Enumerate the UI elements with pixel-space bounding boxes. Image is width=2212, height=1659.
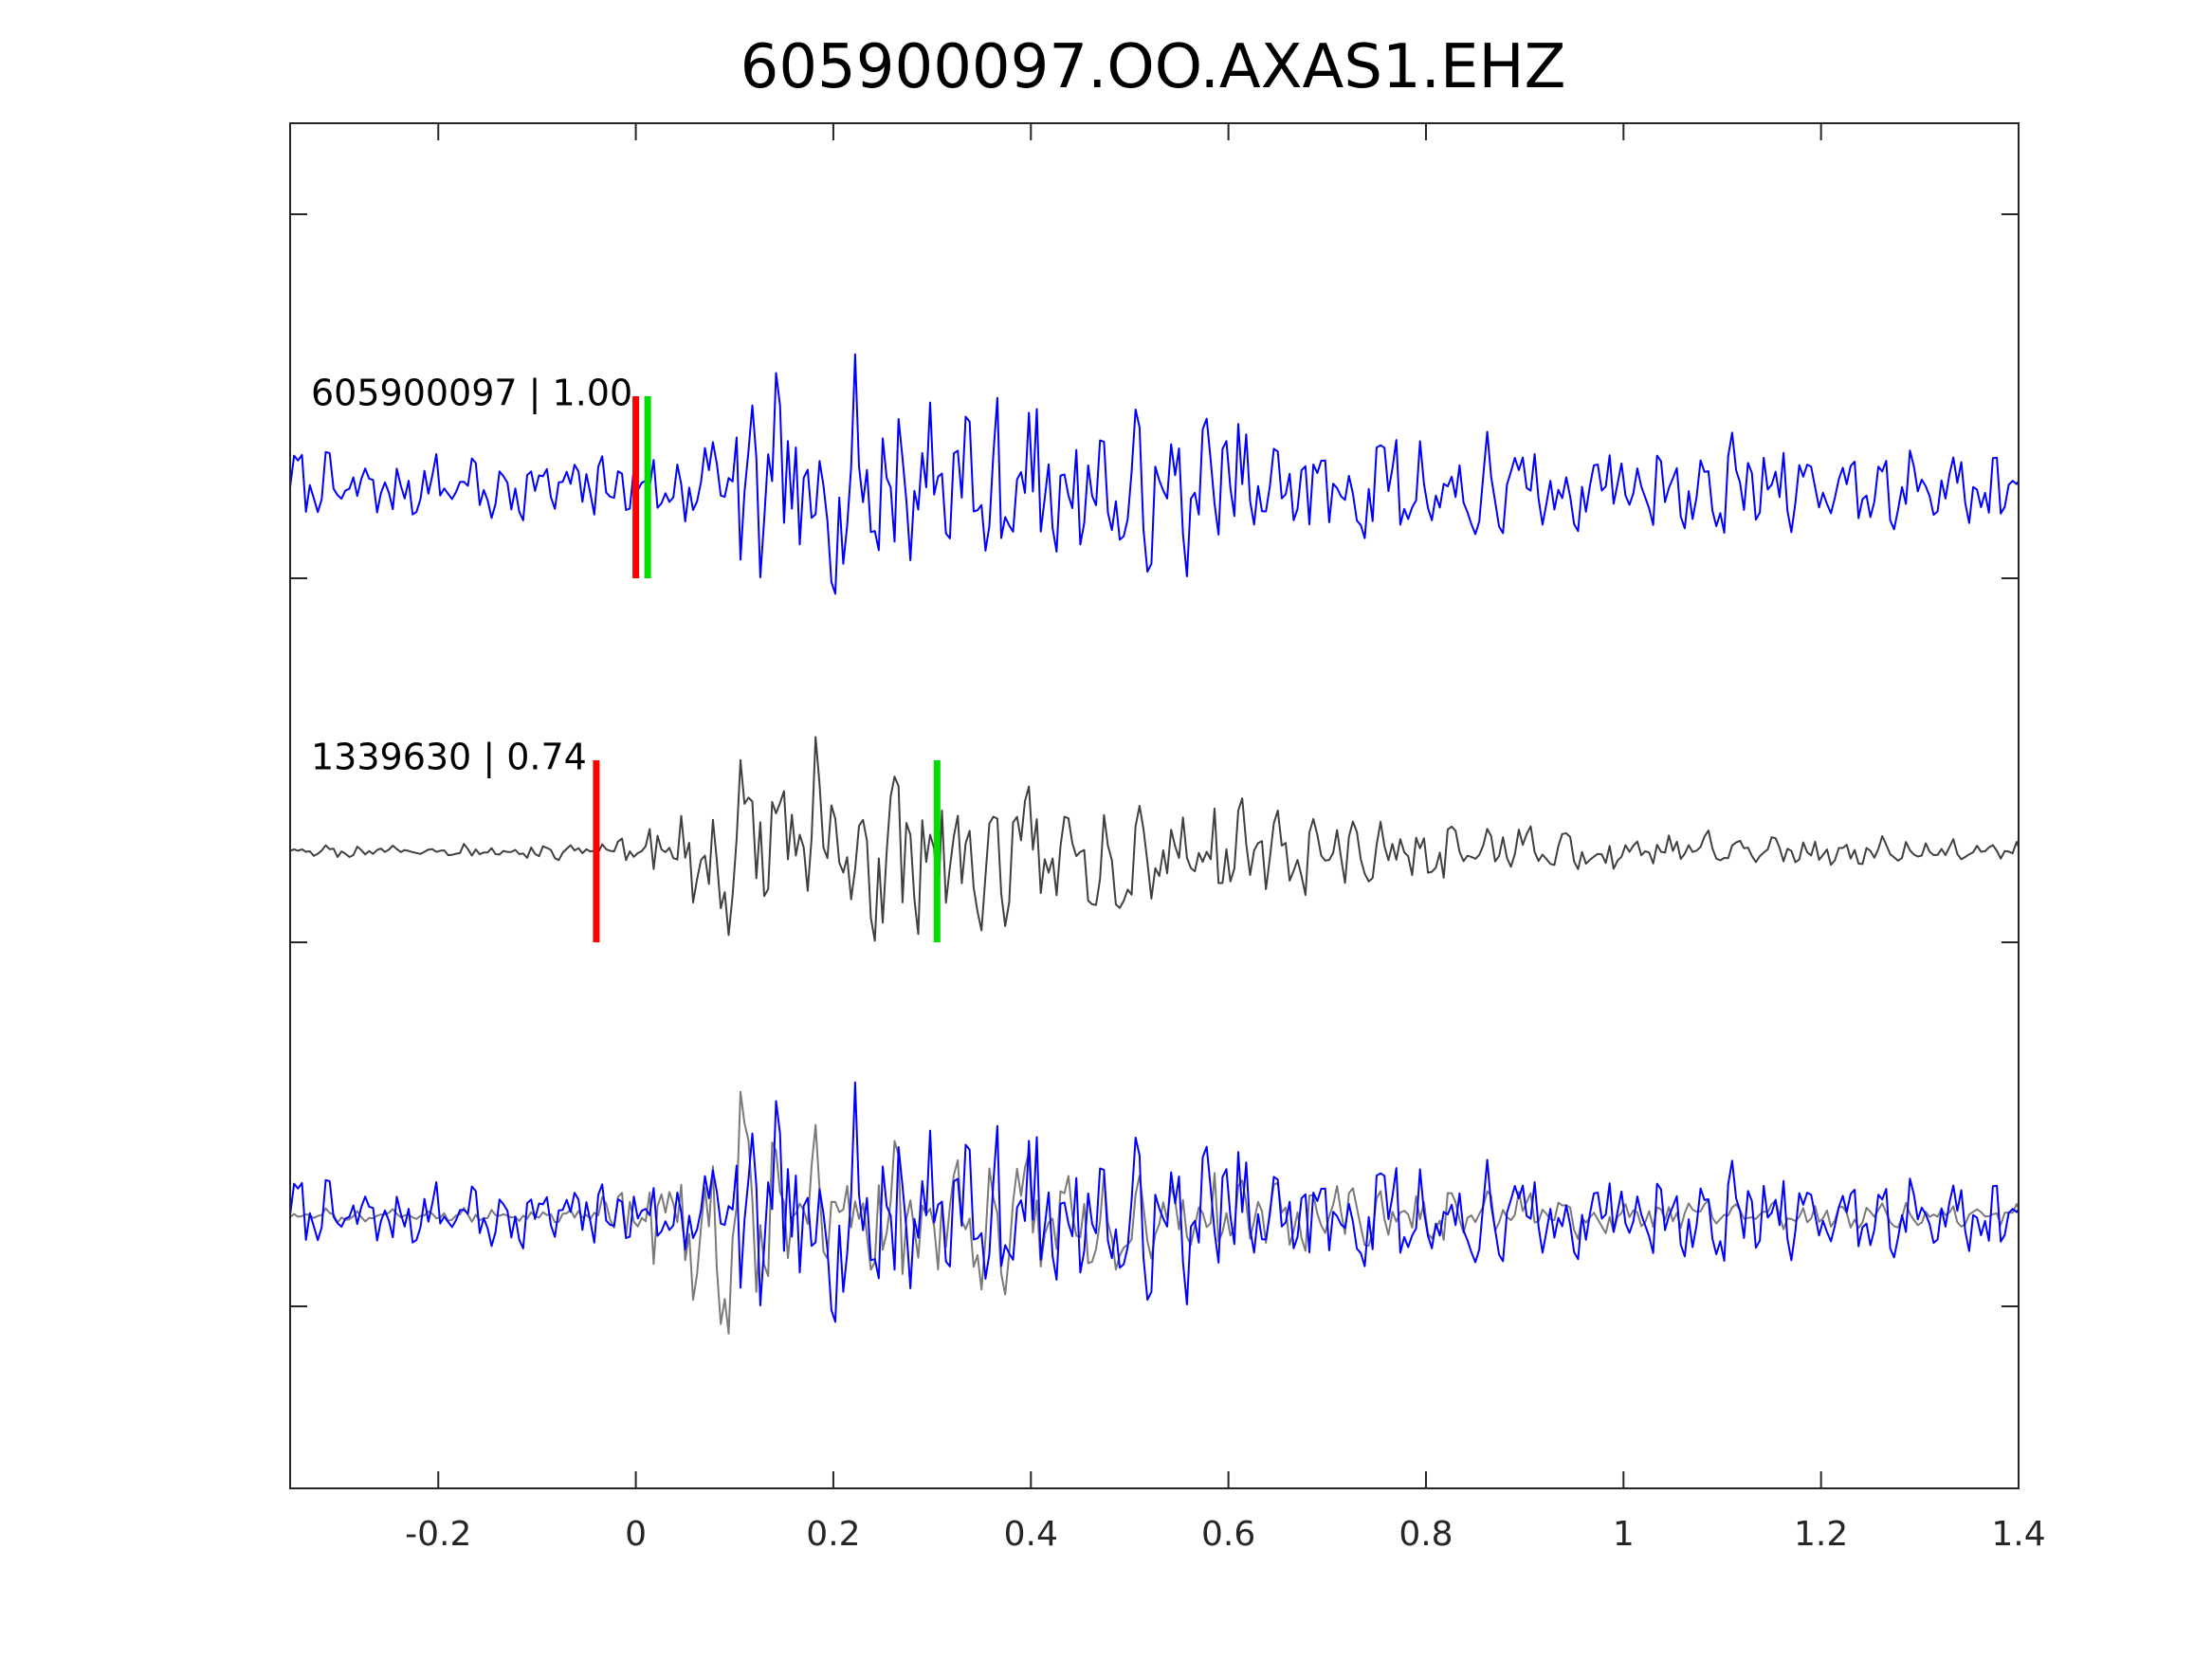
x-tick-label: 0.8 — [1398, 1515, 1453, 1554]
trace-line-2 — [290, 736, 2019, 942]
axes-frame — [289, 122, 2020, 1489]
x-tick-label: 1.2 — [1794, 1515, 1848, 1554]
x-tick-label: 0 — [625, 1515, 647, 1554]
x-tick-label: 1.4 — [1991, 1515, 2045, 1554]
trace-label-2: 1339630 | 0.74 — [311, 737, 587, 779]
chart-title: 605900097.OO.AXAS1.EHZ — [740, 32, 1566, 102]
plot-area: -0.2 0 0.2 0.4 0.6 0.8 1 1.2 1.4 605900097 | 1.00… — [289, 122, 2046, 1554]
overlay-trace-2 — [290, 1081, 2019, 1323]
traces-group — [290, 353, 2019, 1335]
x-tick-label: 1 — [1613, 1515, 1635, 1554]
x-tick-label: 0.4 — [1004, 1515, 1058, 1554]
x-tick-label: 0.2 — [806, 1515, 860, 1554]
x-tick-label: -0.2 — [405, 1515, 471, 1554]
overlay-trace-1 — [290, 1090, 2019, 1335]
x-tick-label: 0.6 — [1201, 1515, 1255, 1554]
trace-label-1: 605900097 | 1.00 — [311, 373, 632, 415]
trace-line-1 — [290, 353, 2019, 595]
